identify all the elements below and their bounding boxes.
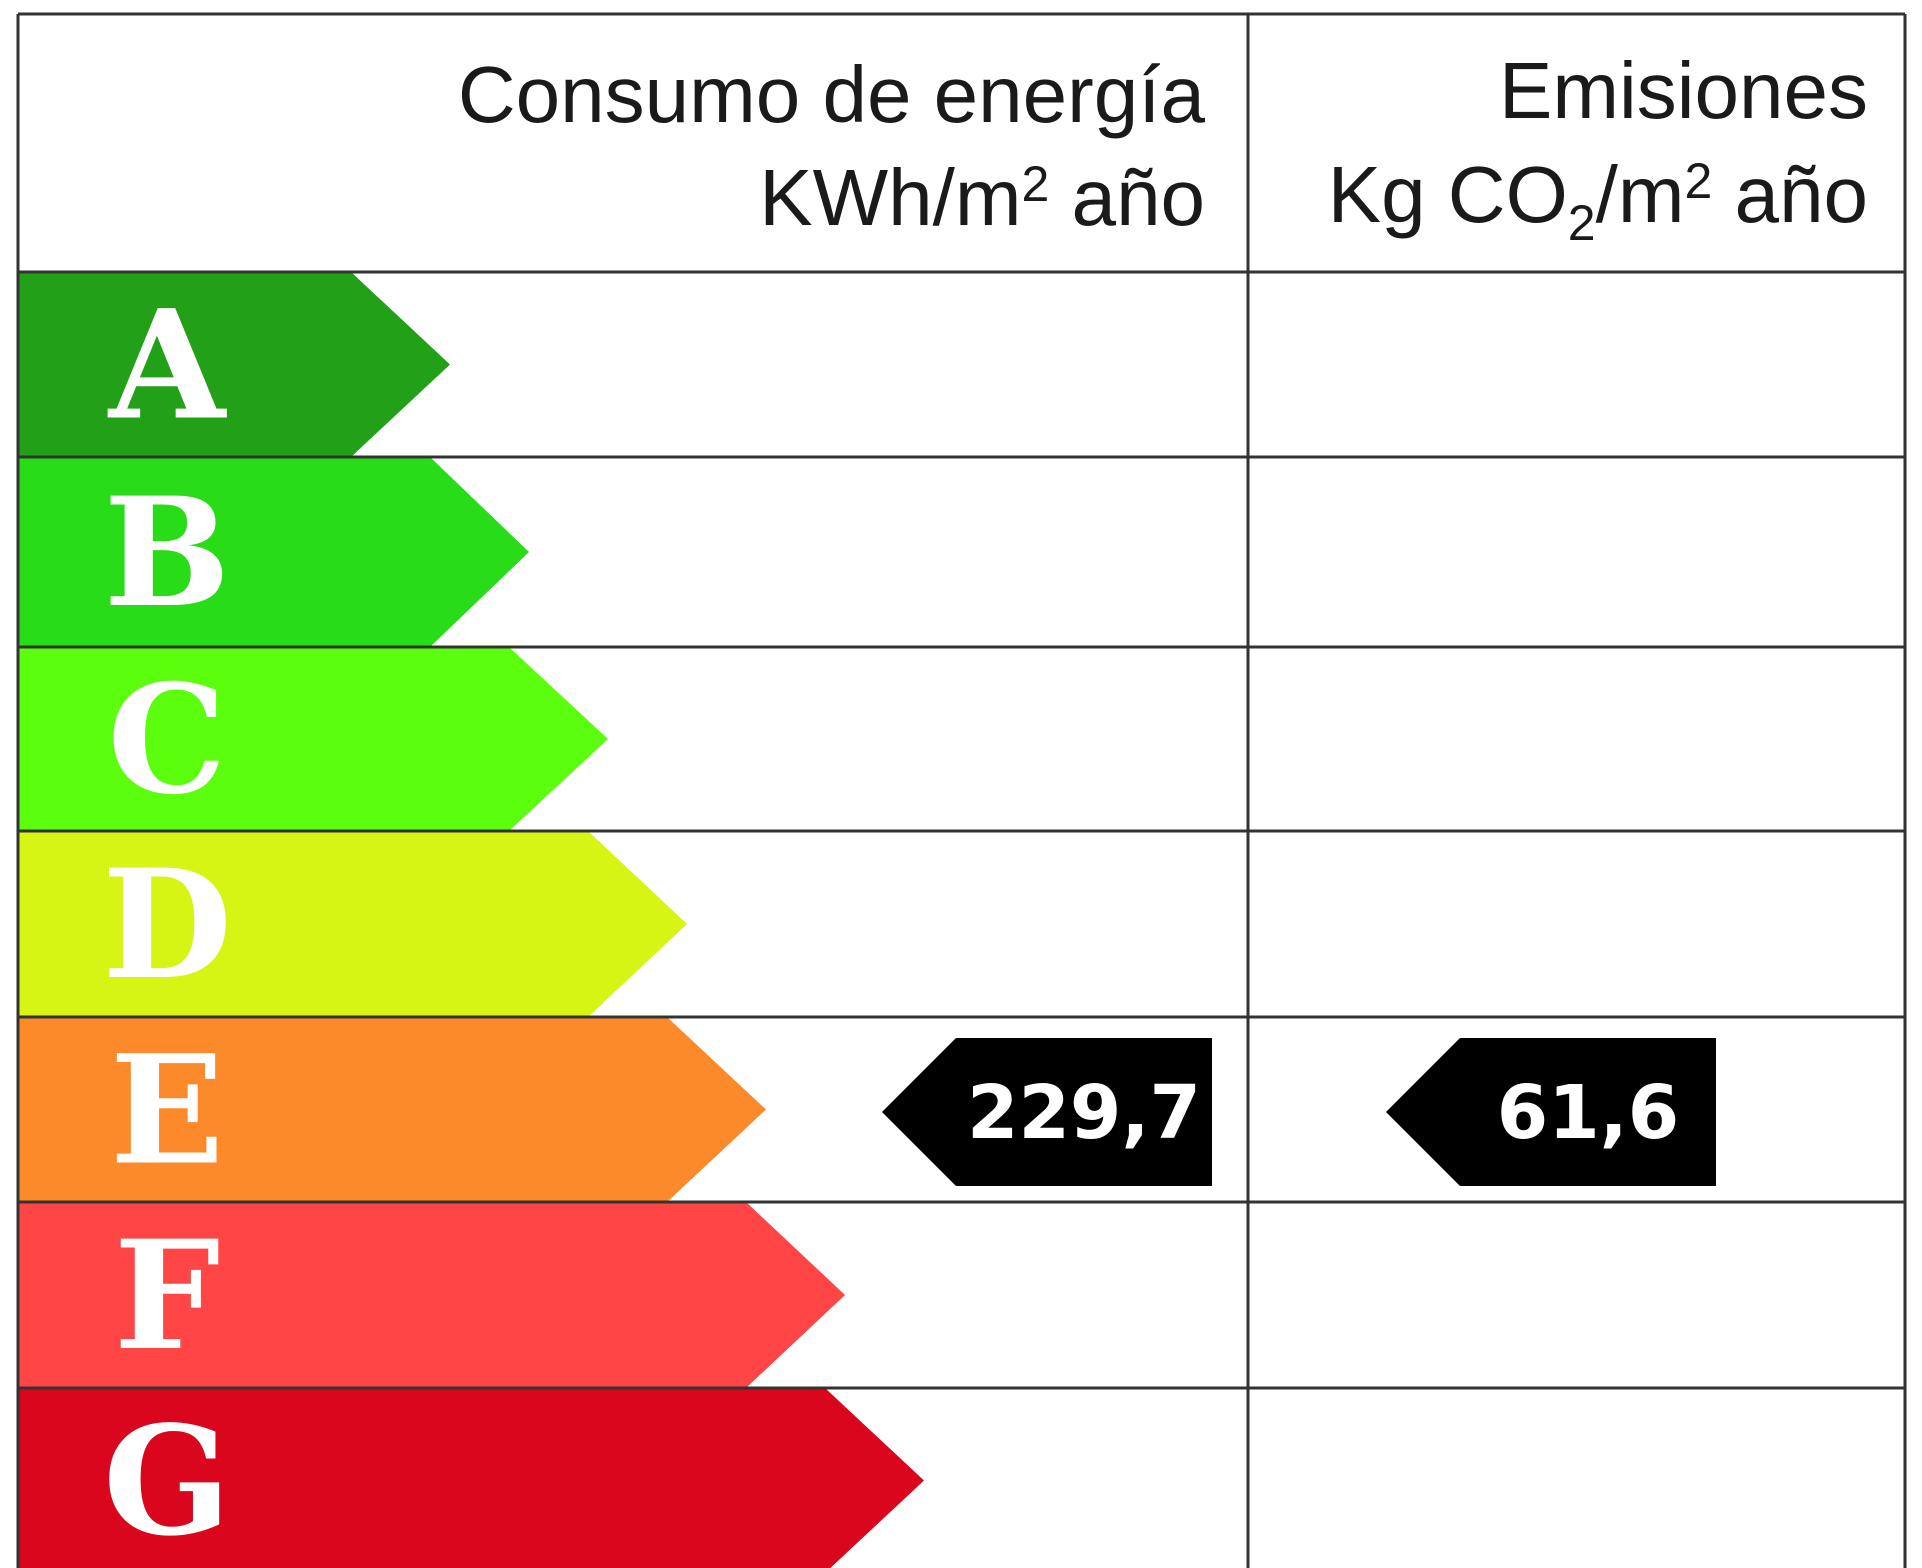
class-arrow-shape (18, 272, 450, 457)
class-letter-b: B (104, 465, 231, 641)
emissions-header-title: Emisiones (1499, 46, 1868, 135)
class-arrow-shape (18, 457, 529, 647)
class-arrow-c: C (18, 647, 608, 831)
emissions-marker-shape (1386, 1038, 1716, 1186)
class-arrow-b: B (18, 457, 529, 647)
class-letter-a: A (107, 278, 228, 454)
table-grid (16, 12, 1907, 1568)
class-arrow-shape (18, 1388, 924, 1568)
energy-rating-value: 229,7 (967, 1070, 1201, 1156)
class-letter-d: D (102, 837, 232, 1013)
rating-markers: 229,7 61,6 (882, 1038, 1716, 1186)
energy-marker-shape (882, 1038, 1212, 1186)
class-arrow-shape (18, 831, 687, 1017)
class-arrow-d: D (18, 831, 687, 1017)
energy-header-unit: KWh/m2 año (759, 153, 1205, 242)
class-letter-g: G (103, 1394, 231, 1568)
class-arrow-a: A (18, 272, 450, 457)
class-arrow-f: F (18, 1202, 845, 1388)
class-arrow-shape (18, 1202, 845, 1388)
class-arrow-e: E (18, 1017, 766, 1202)
emissions-rating-marker: 61,6 (1386, 1038, 1716, 1186)
emissions-header-unit: Kg CO2/m2 año (1328, 150, 1868, 251)
class-arrow-shape (18, 1017, 766, 1202)
class-arrow-g: G (18, 1388, 924, 1568)
energy-rating-marker: 229,7 (882, 1038, 1212, 1186)
class-letter-f: F (114, 1208, 221, 1384)
emissions-header: Emisiones Kg CO2/m2 año (1328, 46, 1868, 251)
energy-header-title: Consumo de energía (458, 50, 1206, 139)
class-letter-c: C (107, 652, 226, 828)
energy-header: Consumo de energía KWh/m2 año (458, 50, 1206, 242)
class-letter-e: E (110, 1023, 224, 1199)
class-arrow-shape (18, 647, 608, 831)
emissions-rating-value: 61,6 (1497, 1070, 1680, 1156)
